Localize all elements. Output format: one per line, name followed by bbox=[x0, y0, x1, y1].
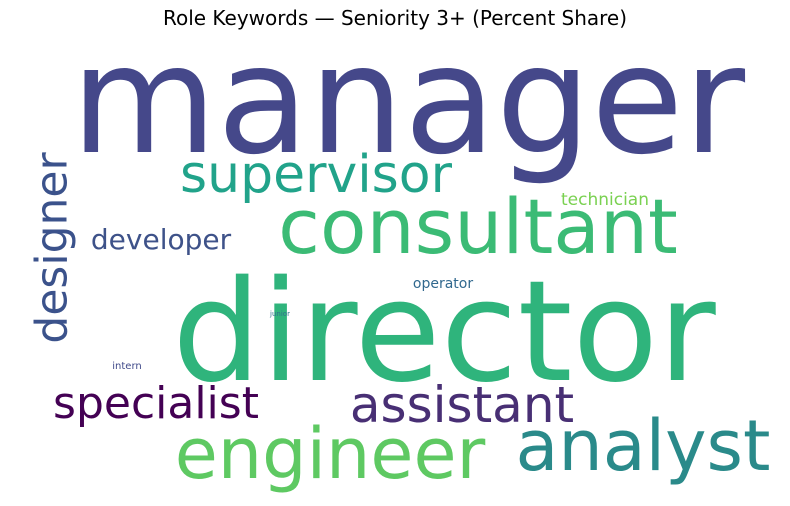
word-manager: manager bbox=[71, 14, 746, 188]
word-consultant: consultant bbox=[278, 182, 678, 271]
word-intern: intern bbox=[112, 361, 141, 372]
word-supervisor: supervisor bbox=[180, 145, 453, 205]
word-developer: developer bbox=[91, 223, 232, 256]
word-analyst: analyst bbox=[516, 405, 771, 487]
word-technician: technician bbox=[561, 190, 649, 210]
word-junior: junior bbox=[269, 310, 290, 318]
chart-title: Role Keywords — Seniority 3+ (Percent Sh… bbox=[162, 6, 628, 30]
word-director: director bbox=[172, 251, 716, 414]
word-designer: designer bbox=[27, 152, 78, 344]
word-engineer: engineer bbox=[175, 413, 486, 495]
word-assistant: assistant bbox=[350, 376, 574, 434]
word-operator: operator bbox=[413, 276, 473, 292]
word-specialist: specialist bbox=[53, 378, 259, 429]
